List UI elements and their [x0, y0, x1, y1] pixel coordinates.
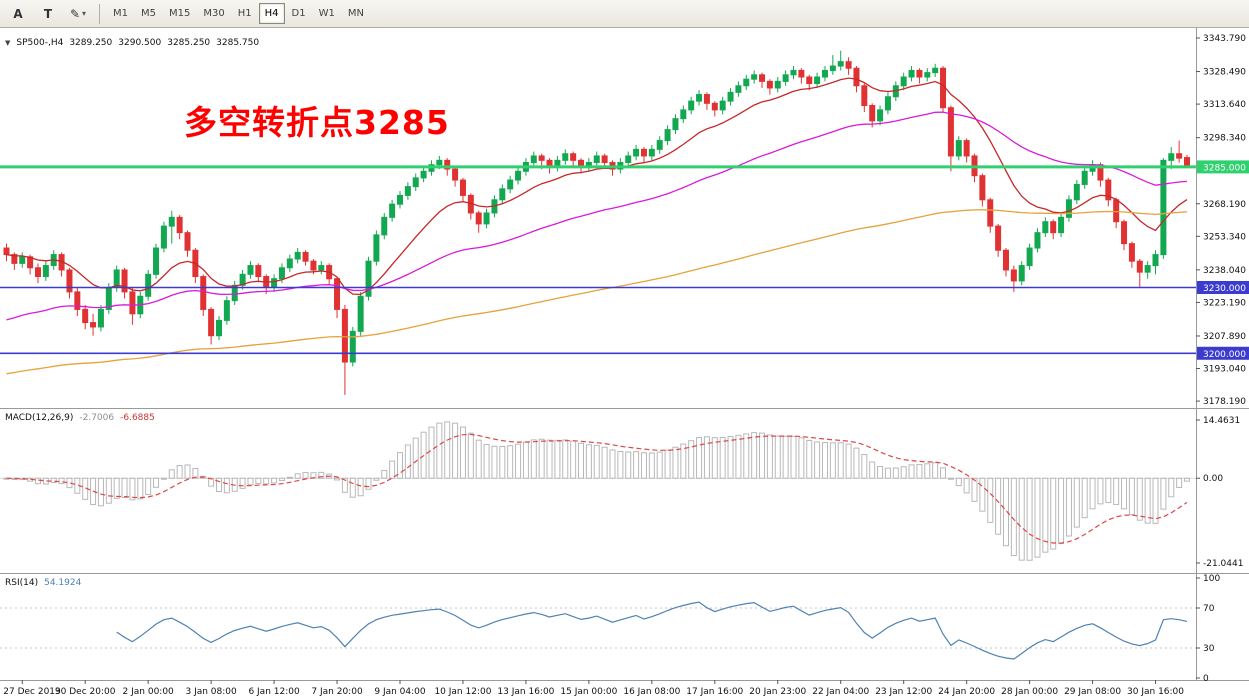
macd-signal-value: -6.6885: [120, 413, 155, 423]
timeframe-button-mn[interactable]: MN: [347, 8, 364, 19]
macd-scale-label: 0.00: [1203, 474, 1223, 484]
candlestick-series: [3, 50, 1190, 395]
chevron-down-icon: ▾: [82, 9, 87, 18]
ma-fast-red: [6, 77, 1188, 296]
price-scale-label: 3223.190: [1203, 298, 1246, 308]
price-line-badge: [1197, 346, 1249, 360]
time-axis-label: 30 Jan 16:00: [1127, 687, 1184, 697]
close-value: 3285.750: [216, 38, 260, 48]
chart-area[interactable]: 3343.790 3328.490 3313.640 3298.340 3268.190…: [0, 28, 1249, 700]
rsi-scale-label: 30: [1203, 644, 1215, 654]
ma-slow-orange: [6, 209, 1188, 375]
macd-scale-label: -21.0441: [1203, 559, 1243, 569]
price-scale-label: 3207.890: [1203, 332, 1246, 342]
rsi-name: RSI(14): [5, 578, 39, 588]
time-axis-label: 27 Dec 2019: [3, 687, 61, 697]
pencil-icon: ✎: [69, 6, 81, 21]
price-scale-label: 3193.040: [1203, 365, 1246, 375]
rsi-scale-label: 0: [1203, 674, 1209, 684]
high-value: 3290.500: [118, 38, 162, 48]
time-axis-label: 16 Jan 08:00: [623, 687, 680, 697]
time-axis-label: 9 Jan 04:00: [374, 687, 426, 697]
time-axis-label: 29 Jan 08:00: [1064, 687, 1121, 697]
time-axis-label: 22 Jan 04:00: [812, 687, 869, 697]
price-line-badge-label: 3285.000: [1203, 163, 1246, 173]
time-axis-label: 30 Dec 20:00: [55, 687, 116, 697]
time-axis-label: 20 Jan 23:00: [749, 687, 806, 697]
rsi-scale-label: 100: [1203, 574, 1220, 584]
chart-text-annotation[interactable]: 多空转折点3285: [184, 103, 450, 142]
timeframe-button-d1[interactable]: D1: [291, 8, 306, 19]
price-line-badge-label: 3230.000: [1203, 284, 1246, 294]
time-axis-label: 3 Jan 08:00: [185, 687, 237, 697]
price-line-badge: [1197, 160, 1249, 174]
time-axis-label: 10 Jan 12:00: [434, 687, 491, 697]
price-scale-label: 3253.340: [1203, 232, 1246, 242]
cursor-tool-button[interactable]: A: [13, 6, 23, 21]
price-scale-label: 3328.490: [1203, 68, 1246, 78]
rsi-value: 54.1924: [44, 578, 82, 588]
timeframe-button-m30[interactable]: M30: [203, 8, 225, 19]
price-scale-label: 3178.190: [1203, 397, 1246, 407]
toolbar-separator: [99, 3, 100, 24]
rsi-scale-label: 70: [1203, 604, 1215, 614]
timeframe-button-m1[interactable]: M1: [113, 8, 128, 19]
time-axis-label: 7 Jan 20:00: [311, 687, 363, 697]
rsi-indicator-label: RSI(14) 54.1924: [5, 578, 81, 588]
chart-canvas[interactable]: 3343.790 3328.490 3313.640 3298.340 3268.190…: [0, 28, 1249, 700]
timeframe-button-m15[interactable]: M15: [169, 8, 191, 19]
price-scale-label: 3268.190: [1203, 200, 1246, 210]
toolbar: A T ✎ ▾ M1 M5 M15 M30 H1 H4 D1 W1 MN: [0, 0, 1249, 28]
price-line-badge: [1197, 280, 1249, 294]
time-axis-label: 28 Jan 00:00: [1001, 687, 1058, 697]
time-axis-label: 6 Jan 12:00: [248, 687, 300, 697]
rsi-line: [116, 601, 1188, 660]
timeframe-button-w1[interactable]: W1: [318, 8, 335, 19]
macd-scale-label: 14.4631: [1203, 416, 1240, 426]
price-scale[interactable]: 3343.790 3328.490 3313.640 3298.340 3268.190…: [1196, 34, 1246, 407]
timeframe-button-h4[interactable]: H4: [258, 3, 285, 24]
price-line-badge-label: 3200.000: [1203, 350, 1246, 360]
timeframe-button-h1[interactable]: H1: [237, 8, 252, 19]
symbol-dropdown-icon[interactable]: ▼: [5, 39, 11, 47]
macd-main-value: -2.7006: [79, 413, 115, 423]
price-scale-label: 3343.790: [1203, 34, 1246, 44]
symbol-ohlc-header: ▼ SP500-,H4 3289.250 3290.500 3285.250 3…: [5, 38, 259, 48]
macd-indicator-label: MACD(12,26,9) -2.7006 -6.6885: [5, 413, 155, 423]
time-axis-label: 24 Jan 20:00: [938, 687, 995, 697]
ma-mid-magenta: [6, 111, 1188, 321]
time-axis-label: 17 Jan 16:00: [686, 687, 743, 697]
text-tool-button[interactable]: T: [43, 6, 53, 21]
drawing-tools-dropdown[interactable]: ✎ ▾: [64, 3, 92, 25]
symbol-label: SP500-,H4: [16, 38, 64, 48]
macd-signal-line: [6, 433, 1188, 544]
timeframe-button-m5[interactable]: M5: [141, 8, 156, 19]
price-scale-label: 3313.640: [1203, 100, 1246, 110]
time-axis-label: 13 Jan 16:00: [497, 687, 554, 697]
timeframe-button-group: M1 M5 M15 M30 H1 H4 D1 W1 MN: [107, 3, 370, 24]
time-axis-label: 15 Jan 00:00: [560, 687, 617, 697]
open-value: 3289.250: [69, 38, 113, 48]
price-scale-label: 3298.340: [1203, 134, 1246, 144]
price-scale-label: 3238.040: [1203, 266, 1246, 276]
low-value: 3285.250: [167, 38, 211, 48]
time-axis-label: 2 Jan 00:00: [123, 687, 175, 697]
macd-name: MACD(12,26,9): [5, 413, 74, 423]
time-axis-label: 23 Jan 12:00: [875, 687, 932, 697]
macd-histogram: [3, 421, 1190, 561]
